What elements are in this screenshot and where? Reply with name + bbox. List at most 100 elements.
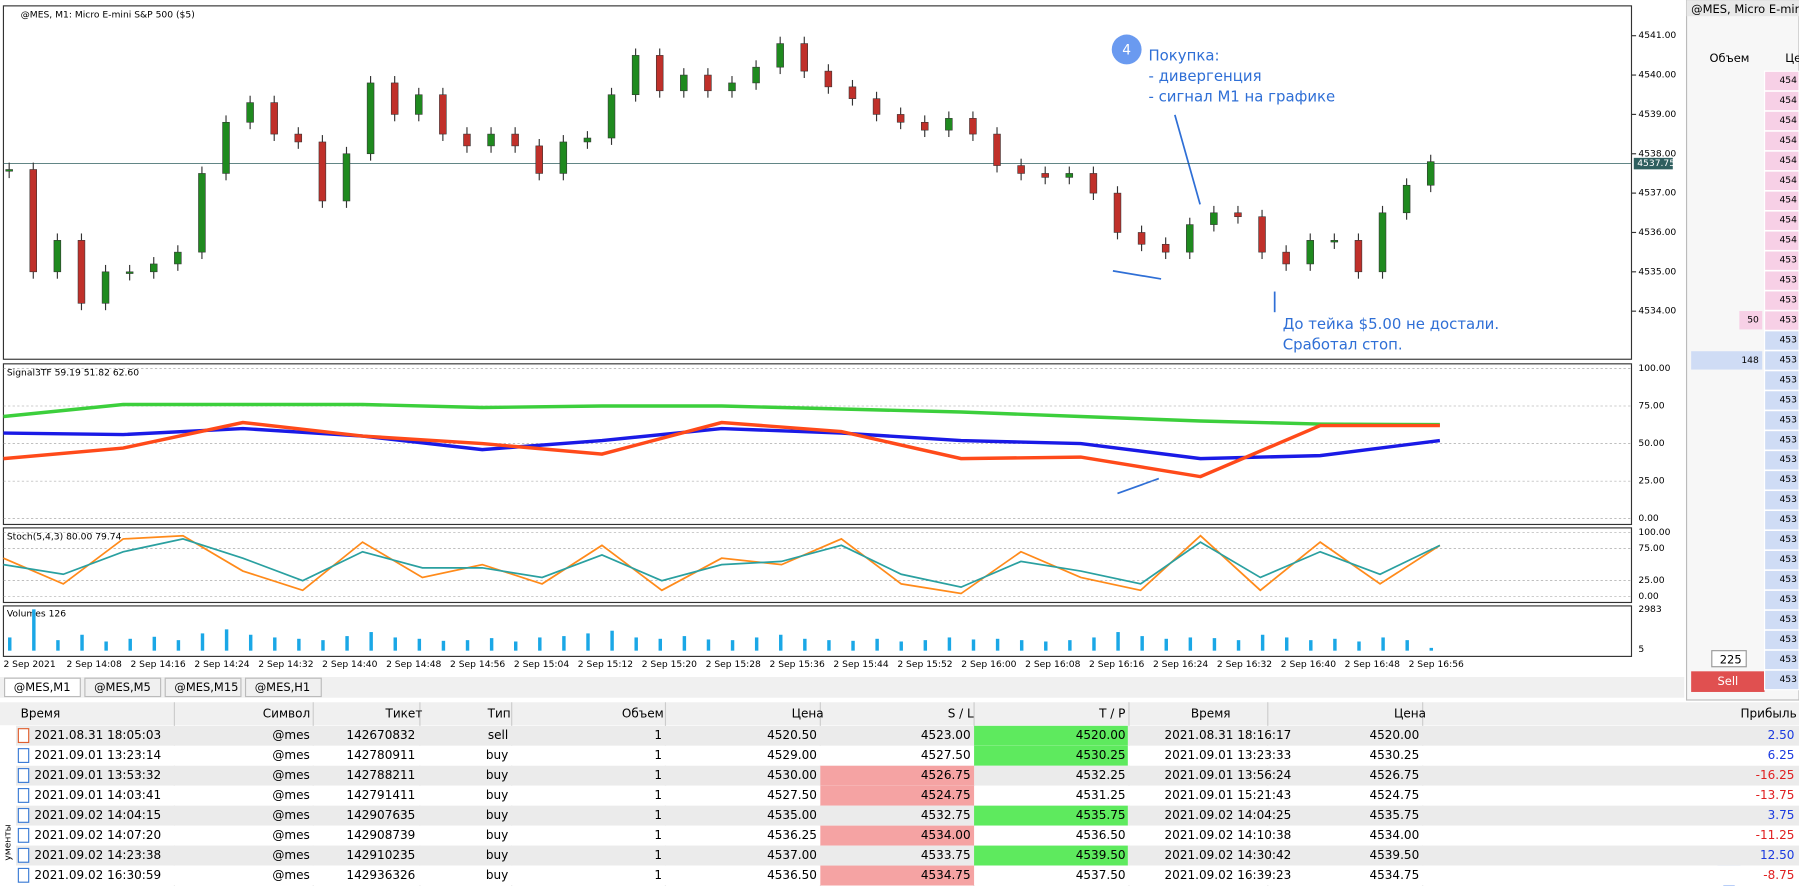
depth-price: 453 [1779,574,1797,585]
cell: 4523.00 [921,728,971,742]
tab-label[interactable]: @MES,M15 [174,680,238,694]
cell: 2021.09.02 14:10:38 [1165,828,1292,842]
cell: 142907635 [346,808,415,822]
candle [607,94,616,139]
time-label: 2 Sep 15:28 [706,659,761,670]
depth-price: 453 [1779,594,1797,605]
cell: 4539.50 [1369,848,1419,862]
table-header: Прибыль [1740,706,1796,720]
level-label: 0.00 [1638,591,1659,602]
tab-label[interactable]: @MES,M1 [14,680,71,694]
time-label: 2 Sep 16:00 [961,659,1016,670]
indicator-line [3,420,1440,479]
tab-label[interactable]: @MES,M5 [94,680,151,694]
row [16,745,1799,766]
depth-price: 453 [1779,255,1797,266]
candle [535,145,543,174]
tab-label[interactable]: @MES,H1 [255,680,310,694]
cell: 2021.09.02 16:30:59 [34,868,161,882]
price-tick-label: 4534.00 [1638,306,1676,317]
depth-title: @MES, Micro E-mini S8 [1691,2,1799,16]
level-label: 100.00 [1638,363,1670,374]
volume-bar [1381,637,1385,651]
candle [1378,212,1387,273]
time-label: 2 Sep 16:16 [1089,659,1144,670]
depth-price: 454 [1779,195,1797,206]
cell: 142910235 [346,848,415,862]
arrow [1112,270,1162,280]
side-label: ументы [3,824,14,861]
tab[interactable] [84,677,162,698]
candle [415,94,423,115]
volume-bar [562,636,566,651]
tab[interactable] [244,677,322,698]
cell: 4536.25 [767,828,817,842]
volume-bar [514,641,518,651]
cell: 1 [654,848,662,862]
candle [198,173,206,253]
volume-bar [1309,640,1313,651]
cell: -11.25 [1756,828,1795,842]
cell: buy [486,828,508,842]
hit-cell [974,725,1128,746]
row-icon [17,787,30,803]
depth-price: 453 [1779,374,1797,385]
candle [583,137,592,143]
time-label: 2 Sep 16:48 [1345,659,1400,670]
volume-bar [1116,632,1120,651]
volume-bar [1092,637,1096,651]
time-label: 2 Sep 14:24 [194,659,249,670]
table-header-bg [0,702,1799,726]
table-header: Цена [1394,706,1426,720]
candle [53,240,62,273]
row-icon [17,867,30,883]
candle [776,43,784,68]
row-icon [17,748,30,763]
level-label: 100.00 [1638,527,1670,538]
volume-bar [200,633,205,651]
cell: 142780911 [346,748,415,762]
cell: 3.75 [1768,808,1795,822]
cell: 4527.50 [921,748,971,762]
level-label: 75.00 [1638,543,1664,554]
volume-bar [297,638,301,651]
cell: 1 [654,788,662,802]
tab[interactable] [4,677,81,698]
lot-value[interactable]: 225 [1720,652,1742,666]
table-header: Тикет [384,706,422,720]
tab[interactable] [164,677,242,698]
price-tick-label: 4541.00 [1638,30,1676,41]
cell: @mes [272,768,309,782]
cell: 2021.09.01 15:21:43 [1165,788,1292,802]
cell: 4520.00 [1369,728,1419,742]
volume-bar [489,638,494,651]
candle [125,271,134,274]
candle [872,98,881,115]
cell: 4531.25 [1076,788,1126,802]
volume-bar [682,636,687,651]
candle [1210,212,1218,225]
lot-input[interactable] [1711,650,1747,668]
volume-bar [1164,638,1168,651]
annotation: До тейка $5.00 не достали. [1283,315,1499,333]
depth-price: 453 [1779,295,1797,306]
cell: @mes [272,788,309,802]
signal-pane [2,363,1633,526]
price-tick-label: 4538.00 [1638,148,1676,159]
candle [655,55,664,92]
candle [993,133,1001,166]
sell-button[interactable] [1691,671,1765,692]
depth-price: 453 [1779,474,1797,485]
volume-bar [104,641,108,651]
sell-label[interactable]: Sell [1718,674,1739,688]
volume-bar [345,636,349,651]
hit-cell [974,805,1128,826]
depth-price: 453 [1779,654,1797,665]
depth-header: Объем [1710,51,1750,65]
depth-volume: 50 [1747,315,1759,326]
cell: 2021.09.01 14:03:41 [34,788,161,802]
volume-bar [8,637,12,651]
cell: 6.25 [1768,748,1795,762]
depth-price: 453 [1779,275,1797,286]
time-label: 2 Sep 16:40 [1281,659,1336,670]
